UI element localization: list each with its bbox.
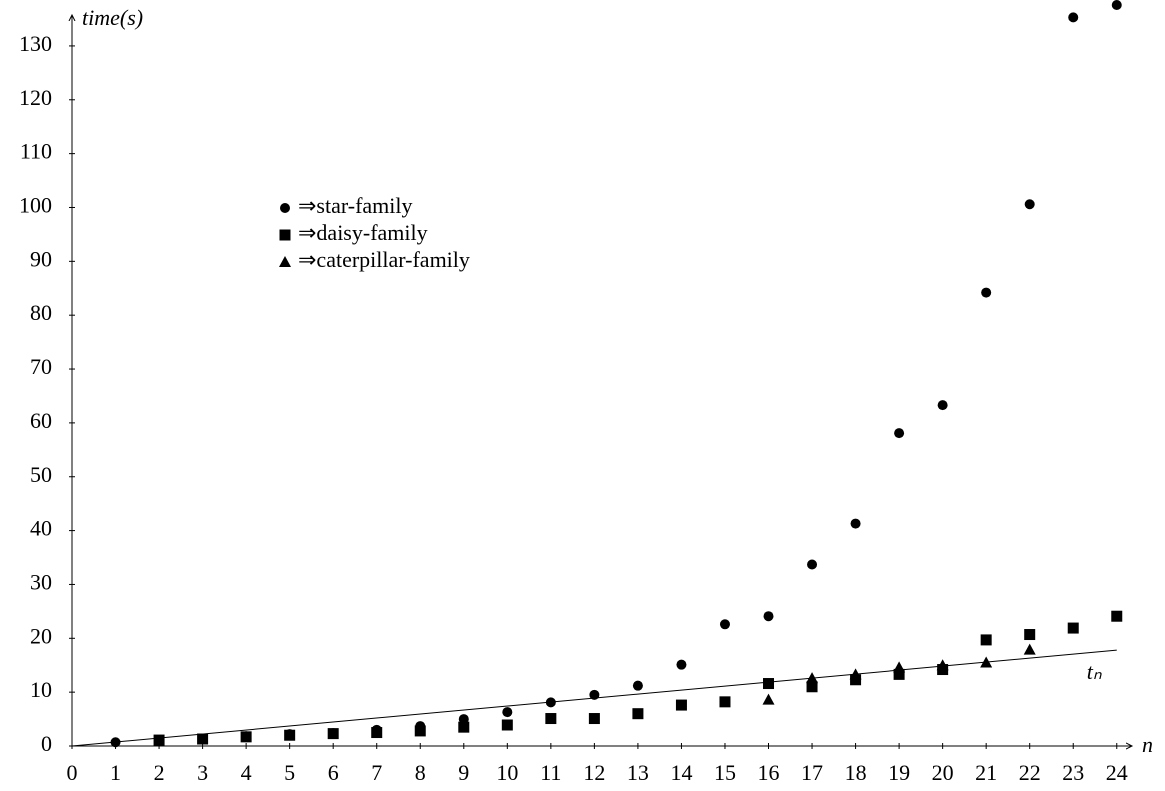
point [806, 681, 818, 693]
x-tick-label: 21 [975, 760, 997, 785]
x-axis-label: n [1142, 732, 1153, 757]
point [588, 713, 600, 725]
legend-marker [279, 256, 291, 267]
x-tick-label: 7 [371, 760, 382, 785]
point [371, 727, 383, 739]
x-tick-label: 10 [496, 760, 518, 785]
x-tick-label: 2 [154, 760, 165, 785]
x-tick-label: 9 [458, 760, 469, 785]
point [937, 400, 948, 411]
y-tick-label: 90 [30, 246, 52, 271]
legend-marker [279, 229, 291, 241]
x-tick-label: 5 [284, 760, 295, 785]
point [1111, 0, 1122, 10]
x-tick-label: 14 [670, 760, 692, 785]
point [676, 659, 687, 670]
point [849, 668, 862, 680]
x-tick-label: 11 [540, 760, 561, 785]
x-tick-label: 4 [241, 760, 252, 785]
legend-label: ⇒star-family [298, 193, 413, 218]
x-tick-label: 23 [1062, 760, 1084, 785]
point [763, 611, 774, 622]
point [936, 659, 949, 671]
point [1068, 12, 1079, 23]
point [458, 721, 470, 733]
point [1024, 199, 1035, 210]
point [327, 728, 339, 740]
point [1024, 629, 1036, 641]
point [197, 733, 209, 745]
point [632, 680, 643, 691]
point [980, 656, 993, 668]
x-tick-label: 6 [328, 760, 339, 785]
point [240, 731, 252, 743]
legend-marker [280, 203, 290, 213]
point [850, 674, 862, 686]
point [589, 689, 600, 700]
point [284, 729, 296, 741]
point [110, 737, 121, 748]
point [719, 696, 731, 708]
point [981, 287, 992, 298]
point [850, 518, 861, 529]
y-tick-label: 130 [19, 31, 52, 56]
x-tick-label: 0 [67, 760, 78, 785]
point [153, 734, 165, 746]
legend-label: ⇒daisy-family [298, 220, 428, 245]
x-tick-label: 1 [110, 760, 121, 785]
y-tick-label: 120 [19, 85, 52, 110]
x-tick-label: 16 [758, 760, 780, 785]
x-tick-label: 15 [714, 760, 736, 785]
point [719, 619, 730, 630]
x-tick-label: 24 [1106, 760, 1128, 785]
x-tick-label: 20 [932, 760, 954, 785]
point [458, 714, 469, 725]
point [893, 661, 906, 673]
point [414, 725, 426, 737]
y-tick-label: 40 [30, 516, 52, 541]
point [806, 672, 819, 684]
legend-label: ⇒caterpillar-family [298, 247, 470, 272]
x-tick-label: 18 [845, 760, 867, 785]
point [1023, 643, 1036, 655]
point [762, 693, 775, 705]
x-tick-label: 13 [627, 760, 649, 785]
point [1067, 622, 1079, 634]
point [632, 708, 644, 720]
y-axis-label: time(s) [82, 5, 143, 30]
point [894, 428, 905, 439]
y-tick-label: 110 [20, 139, 52, 164]
point [807, 559, 818, 570]
y-tick-label: 100 [19, 193, 52, 218]
point [675, 699, 687, 711]
point [501, 719, 513, 731]
point [502, 707, 513, 718]
point [893, 668, 905, 680]
y-tick-label: 10 [30, 677, 52, 702]
x-tick-label: 12 [583, 760, 605, 785]
y-tick-label: 20 [30, 623, 52, 648]
point [1111, 610, 1123, 622]
x-tick-label: 8 [415, 760, 426, 785]
y-tick-label: 60 [30, 408, 52, 433]
point [763, 678, 775, 690]
x-tick-label: 22 [1019, 760, 1041, 785]
point [545, 713, 557, 725]
y-tick-label: 0 [41, 731, 52, 756]
point [980, 634, 992, 646]
point [545, 697, 556, 708]
fit-line-label: tₙ [1087, 659, 1102, 684]
y-tick-label: 80 [30, 300, 52, 325]
x-tick-label: 17 [801, 760, 823, 785]
x-tick-label: 19 [888, 760, 910, 785]
x-tick-label: 3 [197, 760, 208, 785]
y-tick-label: 70 [30, 354, 52, 379]
y-tick-label: 30 [30, 569, 52, 594]
y-tick-label: 50 [30, 462, 52, 487]
